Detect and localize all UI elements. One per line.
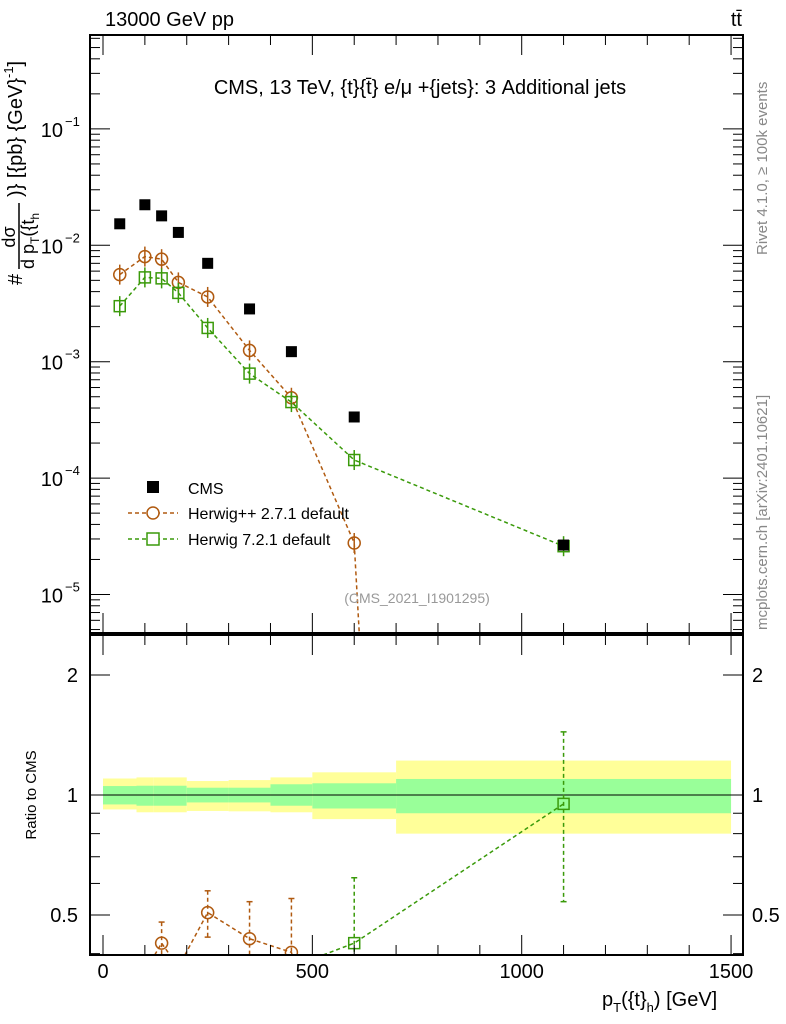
legend-entry-herwig7: Herwig 7.2.1 default [128,532,331,549]
main-point-cms [285,346,297,358]
ratio-line-herwigpp [184,911,293,955]
y-tick-label-exponent: −1 [65,114,80,129]
main-point-herwig7 [347,453,361,467]
svg-text:dσ: dσ [0,226,19,247]
y-tick-label: 10 [41,353,63,375]
ratio-point-herwigpp [242,931,257,946]
main-point-cms [202,257,214,269]
main-point-herwigpp [242,343,257,358]
y-tick-label: 10 [41,469,63,491]
main-point-herwig7 [155,272,168,285]
svg-text:d pT({th: d pT({th [18,213,42,269]
x-tick-label: 1000 [499,961,544,983]
main-point-herwig7 [243,367,256,380]
x-tick-label: 500 [296,961,329,983]
x-axis-label: pT({t}h) [GeV] [602,989,717,1015]
main-point-cms [558,539,570,551]
header-left: 13000 GeV pp [105,9,234,31]
svg-text:Herwig 7.2.1 default: Herwig 7.2.1 default [188,532,331,549]
ratio-y-tick-label-right: 1 [752,785,763,807]
ratio-y-tick-label-left: 0.5 [50,905,78,927]
main-point-cms [348,411,360,423]
main-point-herwig7 [172,286,185,300]
main-point-herwigpp [138,249,152,264]
rivet-label: Rivet 4.1.0, ≥ 100k events [754,82,771,255]
ratio-plot-marks [154,731,570,955]
y-axis-label-main: # dσ d pT({th )} [{pb} {GeV}-1] [0,61,42,285]
main-point-herwig7 [201,321,214,335]
ratio-line-herwigpp [154,941,171,955]
main-point-herwigpp [347,536,361,550]
main-point-herwigpp [112,267,127,282]
axis-ticks [90,35,743,955]
x-tick-label: 1500 [709,961,754,983]
main-point-herwig7 [113,299,126,313]
x-tick-label: 0 [97,961,108,983]
ratio-y-tick-label-left: 2 [67,665,78,687]
svg-text:Herwig++ 2.7.1 default: Herwig++ 2.7.1 default [188,506,350,523]
axis-tick-labels: 10 −110 −210 −310 −410 −52 21 10.5 0.50 500 1000 15… [41,114,780,983]
y-tick-label-exponent: −3 [65,347,80,362]
y-tick-label-exponent: −4 [65,463,80,478]
main-point-herwig7 [138,271,152,284]
main-point-herwigpp [154,252,169,266]
main-plot-frame [89,34,744,634]
ratio-y-tick-label-right: 2 [752,665,763,687]
svg-text:)} [{pb} {GeV}-1]: )} [{pb} {GeV}-1] [1,61,27,197]
band-inner [136,785,154,806]
y-tick-label-exponent: −2 [65,230,80,245]
ratio-point-herwigpp [200,905,215,920]
legend-marker-cms [147,481,159,493]
legend-marker-herwigpp [146,506,160,520]
y-tick-label: 10 [41,586,63,608]
analysis-watermark: (CMS_2021_I1901295) [344,590,490,606]
y-tick-label-exponent: −5 [65,580,80,595]
band-inner [153,785,170,806]
svg-text:#: # [5,273,27,285]
ratio-point-herwigpp [284,945,299,955]
y-tick-label: 10 [41,120,63,142]
ratio-y-tick-label-right: 0.5 [752,905,780,927]
mcplots-label: mcplots.cern.ch [arXiv:2401.10621] [754,395,771,630]
main-point-herwigpp [200,290,215,304]
legend: CMS Herwig++ 2.7.1 default Herwig 7.2.1 … [128,481,350,549]
main-plot-marks [112,199,570,633]
main-point-cms [139,199,151,211]
main-point-herwig7 [285,395,298,409]
chart-title: CMS, 13 TeV, {t}{t̄} e/μ +{jets}: 3 Addi… [214,77,626,99]
ratio-y-tick-label-left: 1 [67,785,78,807]
main-point-cms [114,218,126,230]
main-point-cms [172,226,184,238]
ratio-uncertainty-bands [103,760,732,834]
y-axis-label-ratio: Ratio to CMS [23,750,40,839]
y-tick-label: 10 [41,236,63,258]
svg-text:CMS: CMS [188,481,224,498]
legend-marker-herwig7 [146,532,160,546]
main-point-cms [156,210,168,222]
ratio-point-herwigpp [154,936,169,950]
legend-entry-cms: CMS [147,481,224,498]
band-inner [169,785,187,806]
ratio-point-herwig7 [557,797,570,811]
main-line-herwigpp [119,255,360,633]
legend-entry-herwigpp: Herwig++ 2.7.1 default [128,506,350,523]
band-inner [312,783,397,809]
header-right: tt̄ [731,9,743,31]
main-point-cms [244,303,256,315]
